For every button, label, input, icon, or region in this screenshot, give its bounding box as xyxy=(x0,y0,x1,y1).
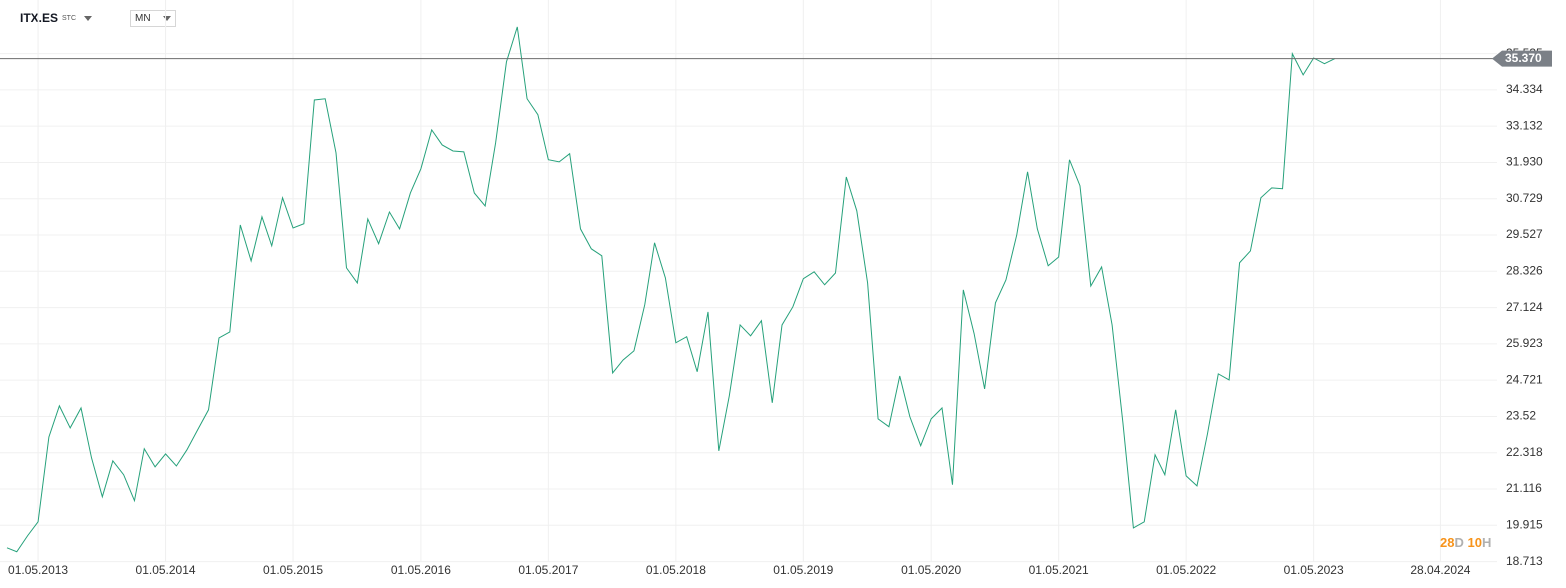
symbol-suffix: STC xyxy=(62,14,77,22)
countdown-hours-unit: H xyxy=(1481,535,1492,550)
x-tick-label: 01.05.2020 xyxy=(901,563,961,577)
symbol-caret[interactable] xyxy=(84,15,93,21)
y-tick-label: 25.923 xyxy=(1506,336,1543,350)
x-tick-label: 01.05.2016 xyxy=(391,563,451,577)
x-tick-label: 01.05.2014 xyxy=(136,563,196,577)
countdown: 28D 10H xyxy=(1440,535,1491,550)
y-tick-label: 34.334 xyxy=(1506,82,1543,96)
countdown-days: 28 xyxy=(1440,535,1455,550)
toolbar: ITX.ES STC MN xyxy=(20,8,176,28)
y-tick-label: 21.116 xyxy=(1506,481,1542,495)
x-tick-label: 01.05.2013 xyxy=(8,563,68,577)
interval-dropdown[interactable]: MN xyxy=(130,9,176,27)
countdown-days-unit: D xyxy=(1454,535,1464,550)
y-tick-label: 31.930 xyxy=(1506,155,1543,169)
y-tick-label: 30.729 xyxy=(1506,191,1543,205)
y-tick-label: 18.713 xyxy=(1506,554,1543,568)
interval-caret[interactable] xyxy=(162,15,171,21)
price-line xyxy=(6,26,1336,553)
x-tick-label: 01.05.2017 xyxy=(518,563,578,577)
x-tick-label: 01.05.2023 xyxy=(1284,563,1344,577)
countdown-hours: 10 xyxy=(1467,535,1482,550)
symbol[interactable]: ITX.ES xyxy=(20,11,59,25)
y-tick-label: 29.527 xyxy=(1506,227,1543,241)
y-tick-label: 22.318 xyxy=(1506,445,1543,459)
y-tick-label: 19.915 xyxy=(1506,517,1543,531)
last-price-tag xyxy=(1492,50,1552,67)
y-tick-label: 23.52 xyxy=(1506,409,1536,423)
x-tick-label: 01.05.2021 xyxy=(1029,563,1089,577)
y-tick-label: 27.124 xyxy=(1506,300,1543,314)
interval[interactable]: MN xyxy=(135,12,151,24)
y-tick-label: 33.132 xyxy=(1506,118,1543,132)
x-tick-label: 01.05.2019 xyxy=(773,563,833,577)
last-price-label: 35.370 xyxy=(1505,51,1542,65)
x-tick-label: 01.05.2018 xyxy=(646,563,706,577)
x-tick-label: 01.05.2015 xyxy=(263,563,323,577)
x-tick-label: 01.05.2022 xyxy=(1156,563,1216,577)
x-tick-label: 28.04.2024 xyxy=(1410,563,1470,577)
y-tick-label: 28.326 xyxy=(1506,263,1543,277)
y-tick-label: 24.721 xyxy=(1506,372,1543,386)
